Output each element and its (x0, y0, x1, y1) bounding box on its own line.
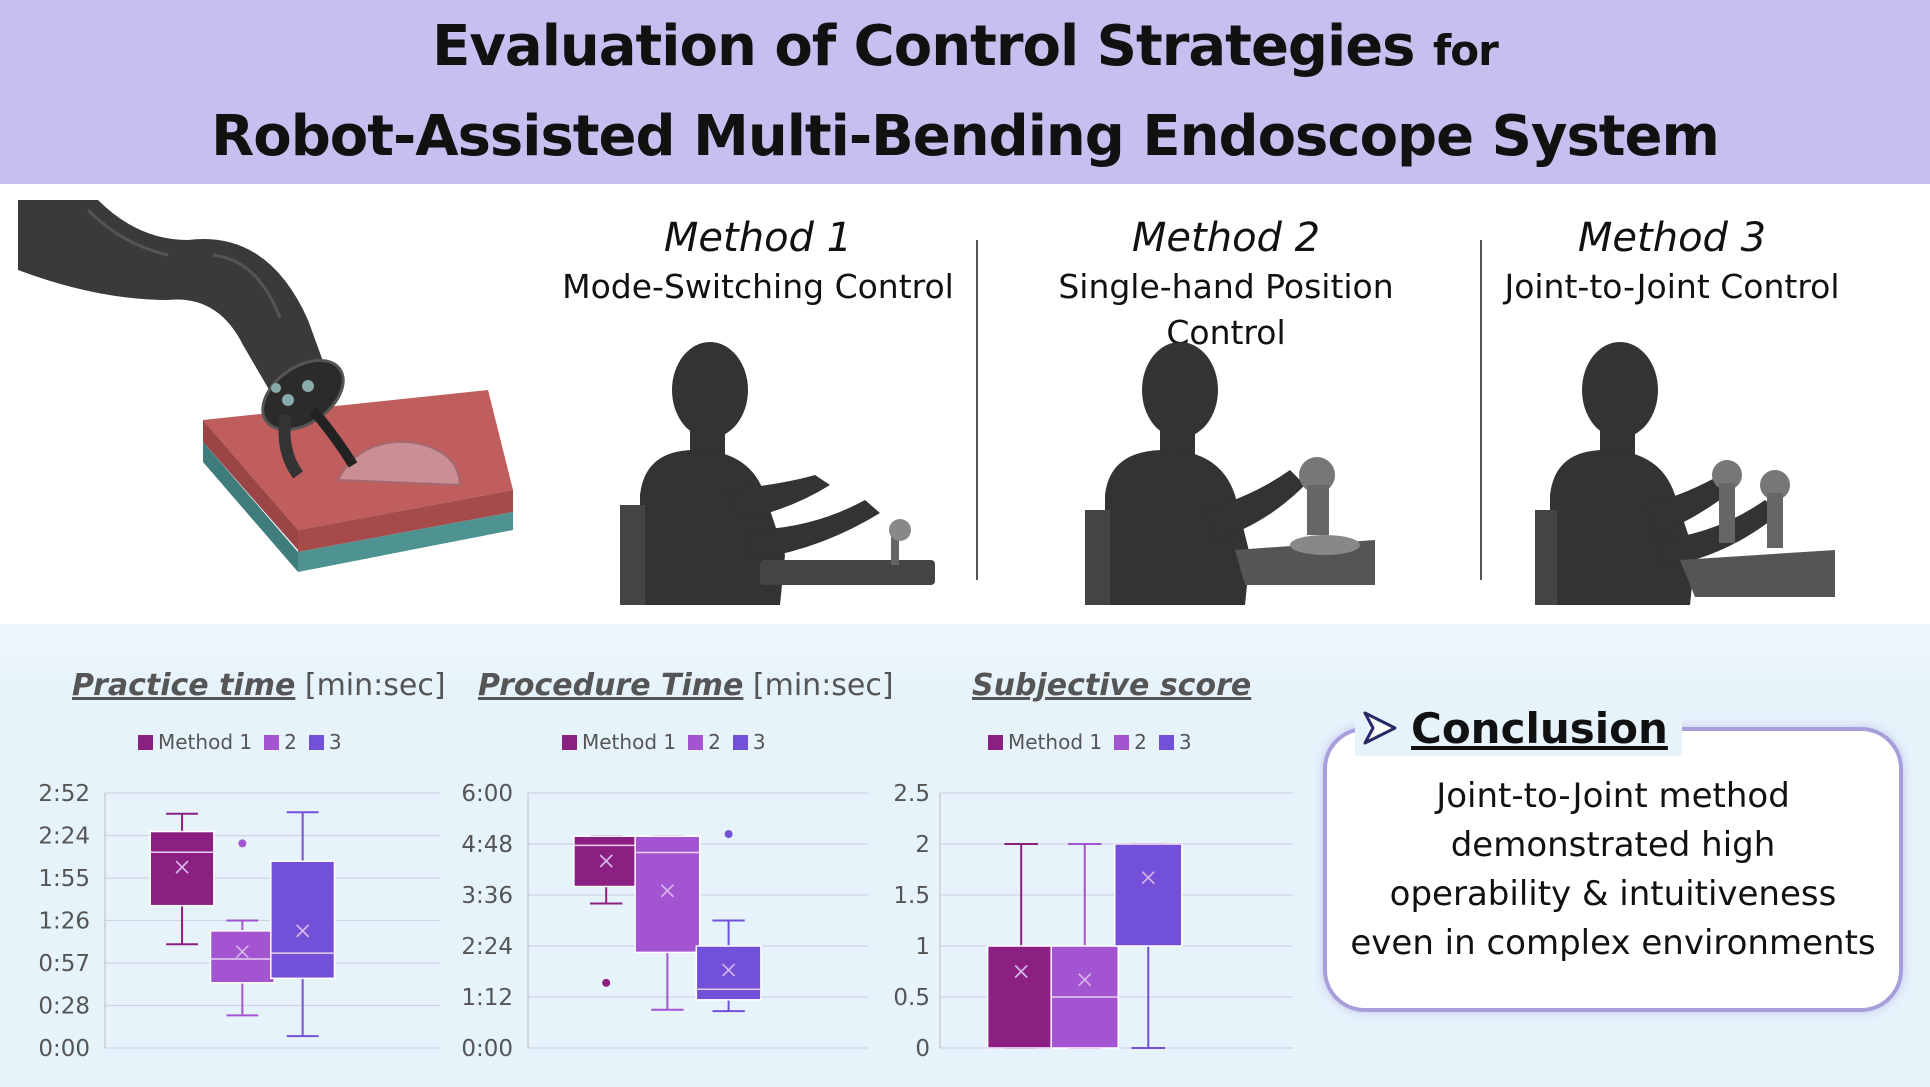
legend-label: 3 (328, 730, 342, 754)
column-divider (976, 240, 978, 580)
legend-label: Method 1 (582, 730, 677, 754)
instrument-cable (278, 413, 303, 479)
chart-1-title-unit: [min:sec] (304, 668, 446, 703)
title-banner: Evaluation of Control Strategies for Rob… (0, 0, 1930, 184)
joystick-shaft (1719, 483, 1735, 543)
conclusion-box (1323, 727, 1903, 1012)
method-2-subtitle: Single-hand Position Control (1058, 267, 1394, 352)
chair (1535, 510, 1557, 605)
conclusion-line: demonstrated high (1450, 825, 1776, 865)
legend-swatch (308, 734, 324, 750)
legend-swatch (688, 734, 704, 750)
operator-silhouette-icon (1085, 342, 1375, 605)
title-main: Evaluation of Control Strategies (432, 14, 1415, 79)
legend-swatch (138, 734, 153, 750)
joystick-shaft (1767, 493, 1783, 548)
title-line-1: Evaluation of Control Strategies for (0, 14, 1930, 79)
legend-swatch (562, 734, 577, 750)
endoscope-robot-illustration (18, 200, 513, 572)
arm (1655, 500, 1780, 567)
column-divider (1480, 240, 1482, 580)
arm (1645, 475, 1733, 535)
legend-label: 2 (708, 730, 721, 754)
endoscope-segment-line (86, 208, 169, 257)
chart-2-legend: Method 1 2 3 (562, 730, 778, 754)
method-3-name: Method 3 (1577, 215, 1767, 261)
legend-label: Method 1 (158, 730, 253, 754)
method-2-name: Method 2 (1131, 215, 1321, 261)
joystick-icon (1299, 457, 1335, 493)
joystick-icon (1712, 460, 1742, 490)
tissue-block-side-front (298, 490, 513, 552)
head (1582, 342, 1658, 438)
joystick-icon (1760, 470, 1790, 500)
head (1142, 342, 1218, 438)
chair (620, 505, 645, 605)
desk (760, 560, 935, 585)
legend-swatch (732, 734, 748, 750)
chart-1-title: Practice time [min:sec] (72, 668, 446, 703)
method-1-subtitle: Mode-Switching Control (562, 267, 954, 306)
joystick-base (1290, 535, 1360, 555)
chart-2-title-key: Procedure Time (478, 668, 744, 703)
method-3-header: Method 3 Joint-to-Joint Control (1462, 212, 1882, 310)
torso (1105, 450, 1250, 605)
conclusion-line: even in complex environments (1350, 923, 1876, 963)
chart-2-title: Procedure Time [min:sec] (478, 668, 894, 703)
joystick-knob (889, 519, 911, 541)
arrow-pointer-icon (1363, 711, 1397, 745)
arm (745, 500, 880, 560)
endoscope-body (18, 200, 328, 405)
legend-label: 3 (752, 730, 766, 754)
legend-label: 3 (1178, 730, 1192, 754)
conclusion-text: Joint-to-Joint method demonstrated high … (1330, 772, 1896, 968)
chart-3-title-key: Subjective score (972, 668, 1252, 703)
head (672, 342, 748, 438)
conclusion-line: Joint-to-Joint method (1436, 776, 1790, 816)
chair (1085, 510, 1110, 605)
tip-light (271, 383, 281, 393)
tip-light (282, 394, 294, 406)
conclusion-header: Conclusion (1355, 700, 1682, 756)
base-layer-left (203, 442, 298, 572)
method-1-name: Method 1 (663, 215, 853, 261)
desk (1680, 550, 1835, 597)
legend-label: Method 1 (1008, 730, 1103, 754)
operator-silhouette-icon (1535, 342, 1835, 605)
conclusion-title: Conclusion (1411, 703, 1668, 753)
arm (1205, 470, 1305, 540)
conclusion-line: operability & intuitiveness (1389, 874, 1837, 914)
torso (1550, 450, 1695, 605)
chart-1-legend: Method 1 2 3 (138, 730, 354, 754)
tip-light (302, 380, 314, 392)
operator-silhouette-icon (620, 342, 935, 605)
method-3-subtitle: Joint-to-Joint Control (1504, 267, 1840, 306)
tissue-block-side-left (203, 420, 298, 550)
chart-1-title-key: Practice time (72, 668, 296, 703)
chart-2-title-unit: [min:sec] (752, 668, 894, 703)
title-for: for (1433, 26, 1499, 75)
title-line-2: Robot-Assisted Multi-Bending Endoscope S… (211, 104, 1720, 169)
instrument-tool (309, 406, 358, 468)
chart-3-title: Subjective score (972, 668, 1251, 703)
joystick-shaft (1307, 485, 1329, 535)
arm (725, 475, 830, 520)
legend-swatch (988, 734, 1003, 750)
endoscope-segment-line (212, 253, 282, 319)
legend-swatch (1158, 734, 1174, 750)
base-layer-front (298, 512, 513, 572)
legend-label: 2 (1134, 730, 1147, 754)
legend-swatch (264, 734, 280, 750)
legend-label: 2 (284, 730, 297, 754)
method-2-header: Method 2 Single-hand Position Control (1016, 212, 1436, 356)
chart-3-legend: Method 1 2 3 (988, 730, 1204, 754)
legend-swatch (1114, 734, 1130, 750)
method-1-header: Method 1 Mode-Switching Control (548, 212, 968, 310)
